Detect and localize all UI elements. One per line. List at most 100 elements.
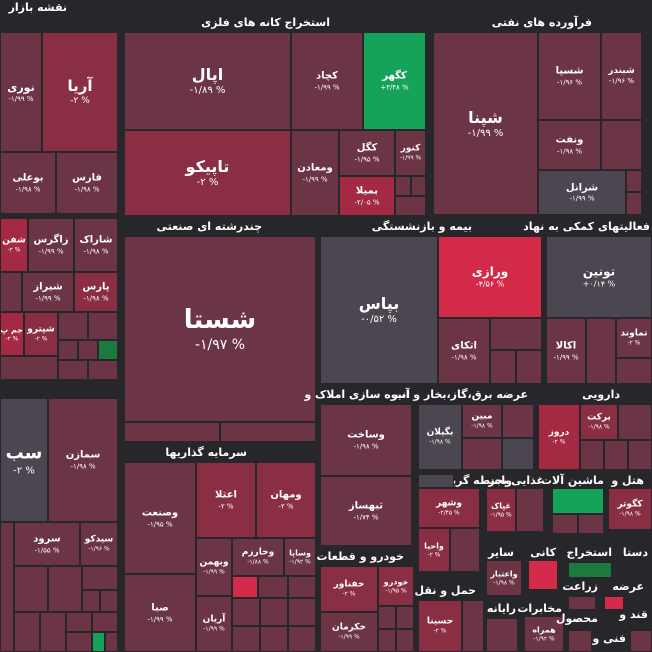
tile-small[interactable] — [490, 318, 542, 350]
tile-khakram[interactable]: خکرمان% ۱/۹۹- — [320, 612, 378, 652]
tile-noori[interactable]: نوری% ۱/۹۹- — [0, 32, 42, 152]
tile-shesp[interactable]: شسپا% ۱/۹۶- — [538, 32, 601, 120]
tile-small[interactable] — [462, 438, 502, 470]
tile-small[interactable] — [604, 596, 624, 610]
tile-small[interactable] — [568, 596, 596, 610]
tile-toukin[interactable]: تونین% ۰/۱۴+ — [546, 236, 652, 318]
tile-small[interactable] — [618, 404, 652, 440]
tile-aria[interactable]: آریا% ۲- — [42, 32, 118, 152]
tile-kchad[interactable]: کچاد% ۱/۹۹- — [291, 32, 363, 130]
tile-vnaft[interactable]: ونفت% ۱/۹۸- — [538, 120, 601, 170]
tile-small[interactable] — [586, 318, 616, 384]
tile-shpeetro[interactable]: شپترو% ۲- — [24, 312, 58, 356]
tile-small[interactable] — [98, 340, 118, 360]
tile-small[interactable] — [502, 438, 534, 470]
tile-etela[interactable]: اعتلا% ۲- — [196, 462, 256, 538]
tile-khodro[interactable]: خودرو% ۱/۹۵- — [378, 566, 414, 606]
tile-small[interactable] — [14, 566, 48, 612]
tile-zagros[interactable]: زاگرس% ۱/۹۹- — [28, 218, 74, 272]
tile-kogtar[interactable]: کگوتر% ۱/۹۸- — [608, 488, 652, 530]
tile-vatebar[interactable]: واعتبار% ۱/۹۸- — [486, 560, 522, 596]
tile-small[interactable] — [232, 626, 260, 652]
tile-apal[interactable]: اپال% ۱/۸۹- — [124, 32, 291, 130]
tile-vsanat[interactable]: وصنعت% ۱/۹۵- — [124, 462, 196, 574]
tile-khafanur[interactable]: خفناور% ۲- — [320, 566, 378, 612]
tile-arian[interactable]: آریان% ۱/۹۹- — [196, 596, 232, 652]
tile-theb[interactable]: ثبهساز% ۱/۷۴- — [320, 476, 412, 546]
tile-vshahr[interactable]: وشهر% ۲/۴۵- — [418, 488, 480, 528]
tile-small[interactable] — [105, 632, 118, 652]
tile-small[interactable] — [92, 612, 118, 632]
tile-small[interactable] — [396, 629, 414, 652]
tile-small[interactable] — [626, 192, 642, 215]
tile-small[interactable] — [66, 632, 92, 652]
tile-small[interactable] — [578, 514, 604, 534]
tile-akala[interactable]: اکالا% ۱/۹۹- — [546, 318, 586, 384]
tile-small[interactable] — [552, 514, 578, 534]
tile-small[interactable] — [601, 120, 642, 170]
tile-booali[interactable]: بوعلی% ۱/۹۸- — [0, 152, 56, 214]
tile-small[interactable] — [58, 312, 88, 340]
tile-small[interactable] — [288, 576, 316, 598]
tile-small[interactable] — [568, 630, 592, 652]
tile-small[interactable] — [220, 422, 316, 442]
tile-barkat[interactable]: برکت% ۱/۹۸- — [580, 404, 618, 440]
tile-small[interactable] — [0, 272, 22, 312]
tile-small[interactable] — [288, 598, 316, 626]
tile-hamrah[interactable]: همراه% ۱/۹۲- — [524, 616, 564, 652]
tile-small[interactable] — [58, 340, 78, 360]
tile-vkharazm[interactable]: وخارزم% ۱/۸۸- — [232, 538, 284, 576]
tile-small[interactable] — [552, 488, 604, 514]
tile-small[interactable] — [260, 626, 288, 652]
tile-small[interactable] — [14, 612, 40, 652]
tile-small[interactable] — [486, 618, 518, 652]
tile-vsakhat[interactable]: وساخت% ۱/۹۸- — [320, 404, 412, 476]
tile-small[interactable] — [258, 576, 288, 598]
tile-small[interactable] — [40, 612, 66, 652]
tile-small[interactable] — [630, 630, 652, 652]
tile-bgilan[interactable]: بگیلان% ۱/۹۸- — [418, 404, 462, 470]
tile-small[interactable] — [462, 600, 484, 652]
tile-small[interactable] — [378, 606, 396, 629]
tile-sharanol[interactable]: شرانل% ۱/۹۹- — [538, 170, 626, 215]
tile-sab[interactable]: سب% ۲- — [0, 398, 48, 522]
tile-knoor[interactable]: کنور% ۱/۹۹- — [395, 130, 426, 176]
tile-small[interactable] — [626, 170, 642, 192]
tile-shasta[interactable]: شستا% ۱/۹۷- — [124, 236, 316, 422]
tile-small[interactable] — [58, 360, 88, 380]
tile-fars[interactable]: فارس% ۱/۹۸- — [56, 152, 118, 214]
tile-small[interactable] — [411, 176, 426, 196]
tile-vahya[interactable]: واحیا% ۲- — [418, 528, 450, 572]
tile-small[interactable] — [124, 422, 220, 442]
tile-mbin[interactable]: مبین% ۱/۹۸- — [462, 404, 502, 438]
tile-small[interactable] — [66, 612, 92, 632]
tile-kmadan[interactable]: ومعادن% ۱/۹۹- — [291, 130, 339, 216]
tile-sarod[interactable]: سرود% ۱/۵۵- — [14, 522, 80, 566]
tile-small[interactable] — [450, 528, 480, 572]
tile-kgol[interactable]: کگل% ۱/۹۵- — [339, 130, 395, 176]
tile-parsp[interactable]: پارس% ۱/۹۸- — [74, 272, 118, 312]
tile-small[interactable] — [396, 606, 414, 629]
tile-hasina[interactable]: حسینا% ۲- — [418, 600, 462, 652]
tile-shiraz[interactable]: شیراز% ۱/۹۹- — [22, 272, 74, 312]
tile-vsapa[interactable]: وساپا% ۱/۹۲- — [284, 538, 316, 576]
tile-small[interactable] — [88, 360, 118, 380]
tile-tapiko[interactable]: تاپیکو% ۲- — [124, 130, 291, 216]
tile-small[interactable] — [628, 440, 652, 470]
tile-small[interactable] — [616, 358, 652, 384]
tile-small[interactable] — [232, 576, 258, 598]
tile-small[interactable] — [232, 598, 260, 626]
tile-small[interactable] — [528, 560, 558, 590]
tile-varazi[interactable]: ورازی% ۴/۵۶- — [438, 236, 542, 318]
tile-shapna[interactable]: شپنا% ۱/۹۹- — [433, 32, 538, 215]
tile-kgohar[interactable]: کگهر% ۳/۴۸+ — [363, 32, 426, 130]
tile-tmavon[interactable]: تماوند% ۲- — [616, 318, 652, 358]
tile-vbahman[interactable]: وبهمن% ۱/۹۹- — [196, 538, 232, 596]
tile-small[interactable] — [490, 350, 516, 384]
tile-small[interactable] — [88, 312, 118, 340]
tile-small[interactable] — [288, 626, 316, 652]
tile-small[interactable] — [395, 196, 426, 216]
tile-small[interactable] — [0, 522, 14, 652]
tile-small[interactable] — [568, 562, 612, 578]
tile-small[interactable] — [502, 404, 534, 438]
